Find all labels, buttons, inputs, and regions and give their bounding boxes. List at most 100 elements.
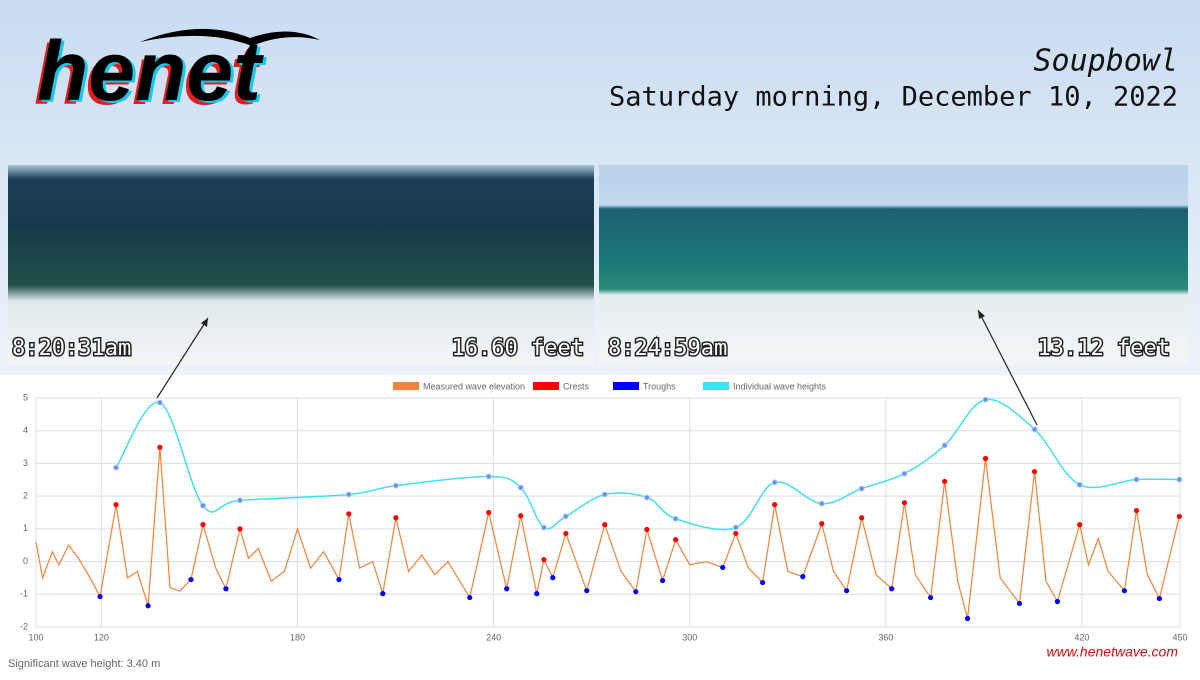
- y-tick-label: 5: [23, 392, 28, 402]
- legend-swatch: [703, 382, 729, 390]
- legend-label: Troughs: [643, 381, 676, 391]
- point: [563, 530, 569, 537]
- point: [858, 485, 865, 492]
- point: [889, 586, 895, 592]
- x-tick-label: 120: [94, 632, 109, 642]
- point: [720, 564, 726, 571]
- point: [467, 594, 473, 601]
- point: [733, 530, 739, 537]
- point: [223, 586, 229, 592]
- point: [380, 591, 386, 597]
- x-tick-label: 450: [1172, 632, 1187, 642]
- point: [673, 537, 679, 543]
- point: [236, 497, 243, 504]
- y-tick-label: 3: [23, 458, 28, 468]
- legend-label: Individual wave heights: [733, 381, 827, 391]
- point: [1031, 426, 1038, 433]
- point: [540, 524, 547, 531]
- point: [1176, 513, 1182, 520]
- y-tick-label: -1: [20, 589, 28, 599]
- arrow-head: [201, 318, 208, 327]
- point: [1077, 522, 1083, 528]
- point: [1133, 507, 1140, 514]
- point: [732, 524, 739, 531]
- photo: [8, 165, 594, 365]
- x-tick-label: 420: [1074, 632, 1089, 642]
- point: [336, 576, 342, 583]
- point: [819, 521, 825, 527]
- point: [941, 442, 948, 449]
- photo: [599, 165, 1188, 365]
- point: [772, 502, 778, 508]
- point: [97, 593, 103, 600]
- photo-time: 8:20:31am: [12, 336, 131, 361]
- point: [602, 522, 608, 528]
- point: [643, 494, 650, 501]
- logo: henet: [37, 24, 264, 118]
- point: [1054, 598, 1061, 605]
- point: [345, 491, 352, 498]
- legend-label: Measured wave elevation: [423, 381, 525, 391]
- photo-height: 16.60 feet: [452, 336, 584, 361]
- x-tick-label: 100: [28, 632, 43, 642]
- point: [633, 589, 639, 595]
- point: [145, 603, 151, 609]
- x-tick-label: 300: [682, 632, 697, 642]
- point: [1133, 476, 1140, 483]
- point: [562, 513, 569, 520]
- point: [541, 557, 547, 563]
- point: [156, 399, 163, 406]
- point: [392, 482, 399, 489]
- point: [901, 470, 908, 477]
- point: [485, 473, 492, 480]
- arrow: [156, 317, 209, 399]
- x-tick-label: 360: [878, 632, 893, 642]
- point: [1016, 600, 1023, 607]
- point: [928, 594, 934, 601]
- point: [200, 522, 206, 528]
- legend-swatch: [613, 382, 639, 390]
- point: [188, 576, 194, 583]
- logo-shadow: henet: [40, 26, 267, 120]
- logo-bird: [140, 28, 320, 46]
- legend-label: Crests: [563, 381, 590, 391]
- point: [346, 511, 352, 517]
- point: [1121, 588, 1128, 594]
- significant-height: Significant wave height: 3.40 m: [8, 658, 160, 670]
- legend-swatch: [393, 382, 419, 390]
- point: [1176, 476, 1183, 483]
- point: [800, 574, 806, 580]
- photo-time: 8:24:59am: [608, 336, 727, 361]
- point: [113, 464, 120, 471]
- logo-shadow: henet: [34, 28, 261, 122]
- point: [601, 491, 608, 498]
- point: [901, 500, 908, 506]
- point: [1031, 469, 1038, 475]
- point: [771, 479, 778, 486]
- y-tick-label: 1: [23, 523, 28, 533]
- line: [35, 447, 1180, 619]
- point: [1156, 595, 1163, 602]
- point: [659, 577, 666, 584]
- arrow: [977, 309, 1038, 426]
- location: Soupbowl: [1034, 44, 1179, 79]
- point: [964, 615, 971, 622]
- point: [672, 515, 679, 522]
- point: [644, 526, 650, 533]
- y-tick-label: 4: [23, 425, 28, 435]
- x-tick-label: 240: [486, 632, 501, 642]
- point: [113, 502, 119, 508]
- point: [982, 455, 989, 462]
- point: [942, 478, 948, 485]
- point: [1076, 481, 1083, 488]
- url: www.henetwave.com: [1046, 644, 1178, 660]
- date: Saturday morning, December 10, 2022: [609, 82, 1178, 113]
- point: [486, 509, 492, 516]
- point: [844, 588, 850, 594]
- legend-swatch: [533, 382, 559, 390]
- point: [760, 579, 766, 586]
- point: [237, 526, 243, 532]
- point: [550, 575, 556, 581]
- photo-height: 13.12 feet: [1038, 336, 1170, 361]
